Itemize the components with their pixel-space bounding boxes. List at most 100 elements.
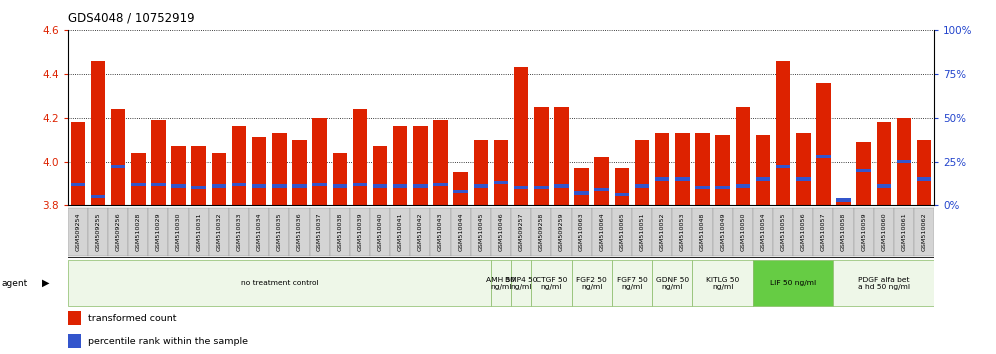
- Bar: [695, 186, 710, 189]
- Bar: [191, 146, 206, 205]
- Bar: [816, 82, 831, 205]
- Bar: [229, 208, 249, 256]
- Text: GSM510036: GSM510036: [297, 212, 302, 251]
- Bar: [353, 109, 368, 205]
- Bar: [91, 61, 106, 205]
- Bar: [171, 146, 186, 205]
- Bar: [894, 208, 914, 256]
- Bar: [68, 334, 81, 348]
- Bar: [171, 184, 186, 188]
- Bar: [211, 184, 226, 188]
- Bar: [873, 208, 894, 256]
- Bar: [68, 208, 88, 256]
- Bar: [572, 260, 612, 307]
- Bar: [534, 186, 549, 189]
- Text: PDGF alfa bet
a hd 50 ng/ml: PDGF alfa bet a hd 50 ng/ml: [858, 277, 910, 290]
- Text: BMP4 50
ng/ml: BMP4 50 ng/ml: [505, 277, 538, 290]
- Bar: [595, 157, 609, 205]
- Bar: [572, 208, 592, 256]
- Text: GSM510033: GSM510033: [236, 213, 241, 251]
- Bar: [128, 208, 148, 256]
- Text: GSM510051: GSM510051: [639, 212, 644, 251]
- Text: percentile rank within the sample: percentile rank within the sample: [89, 337, 248, 346]
- Text: agent: agent: [2, 279, 28, 288]
- Text: FGF7 50
ng/ml: FGF7 50 ng/ml: [617, 277, 647, 290]
- Bar: [896, 160, 911, 163]
- Text: GSM510044: GSM510044: [458, 213, 463, 251]
- Bar: [575, 168, 589, 205]
- Bar: [108, 208, 128, 256]
- Text: GDNF 50
ng/ml: GDNF 50 ng/ml: [655, 277, 689, 290]
- Bar: [433, 120, 448, 205]
- Bar: [393, 184, 407, 188]
- Text: GSM510054: GSM510054: [761, 213, 766, 251]
- Text: GSM510050: GSM510050: [740, 213, 745, 251]
- Bar: [692, 260, 753, 307]
- Text: GSM509257: GSM509257: [519, 213, 524, 251]
- Text: LIF 50 ng/ml: LIF 50 ng/ml: [770, 280, 817, 286]
- Bar: [313, 183, 327, 186]
- Bar: [473, 139, 488, 205]
- Text: GSM510041: GSM510041: [397, 212, 402, 251]
- Bar: [816, 155, 831, 158]
- Bar: [712, 208, 733, 256]
- Text: GSM510035: GSM510035: [277, 213, 282, 251]
- Text: GSM510038: GSM510038: [338, 213, 343, 251]
- Bar: [655, 133, 669, 205]
- Text: GSM510042: GSM510042: [418, 213, 423, 251]
- Bar: [252, 184, 266, 188]
- Text: GSM510028: GSM510028: [135, 213, 140, 251]
- Text: CTGF 50
ng/ml: CTGF 50 ng/ml: [536, 277, 567, 290]
- Bar: [211, 153, 226, 205]
- Text: GSM510032: GSM510032: [216, 213, 221, 251]
- Bar: [753, 260, 834, 307]
- Text: GSM509256: GSM509256: [116, 212, 121, 251]
- Text: GSM510034: GSM510034: [257, 213, 262, 251]
- Bar: [756, 135, 770, 205]
- Text: GSM510039: GSM510039: [358, 212, 363, 251]
- Bar: [71, 183, 85, 186]
- Text: GSM510037: GSM510037: [317, 213, 322, 251]
- Text: GSM510048: GSM510048: [700, 213, 705, 251]
- Bar: [575, 192, 589, 195]
- Bar: [756, 177, 770, 181]
- Bar: [68, 260, 491, 307]
- Bar: [655, 177, 669, 181]
- Text: GSM510029: GSM510029: [156, 212, 161, 251]
- Bar: [471, 208, 491, 256]
- Bar: [269, 208, 290, 256]
- Bar: [188, 208, 209, 256]
- Bar: [410, 208, 430, 256]
- Bar: [370, 208, 390, 256]
- Bar: [390, 208, 410, 256]
- Bar: [857, 169, 871, 172]
- Text: GSM510061: GSM510061: [901, 212, 906, 251]
- Text: GSM510059: GSM510059: [862, 212, 867, 251]
- Text: GSM509258: GSM509258: [539, 213, 544, 251]
- Bar: [313, 118, 327, 205]
- Bar: [837, 199, 851, 202]
- Bar: [793, 208, 814, 256]
- Bar: [733, 208, 753, 256]
- Bar: [413, 184, 427, 188]
- Bar: [592, 208, 612, 256]
- Bar: [272, 184, 287, 188]
- Bar: [857, 142, 871, 205]
- Text: GSM510049: GSM510049: [720, 212, 725, 251]
- Text: GSM510058: GSM510058: [841, 213, 846, 251]
- Bar: [68, 311, 81, 325]
- Bar: [632, 208, 652, 256]
- Bar: [191, 186, 206, 189]
- Bar: [914, 208, 934, 256]
- Bar: [896, 118, 911, 205]
- Text: GSM510045: GSM510045: [478, 213, 483, 251]
- Bar: [393, 126, 407, 205]
- Bar: [531, 208, 552, 256]
- Bar: [675, 133, 689, 205]
- Bar: [652, 260, 692, 307]
- Bar: [168, 208, 188, 256]
- Bar: [272, 133, 287, 205]
- Bar: [876, 184, 891, 188]
- Bar: [672, 208, 692, 256]
- Bar: [232, 183, 246, 186]
